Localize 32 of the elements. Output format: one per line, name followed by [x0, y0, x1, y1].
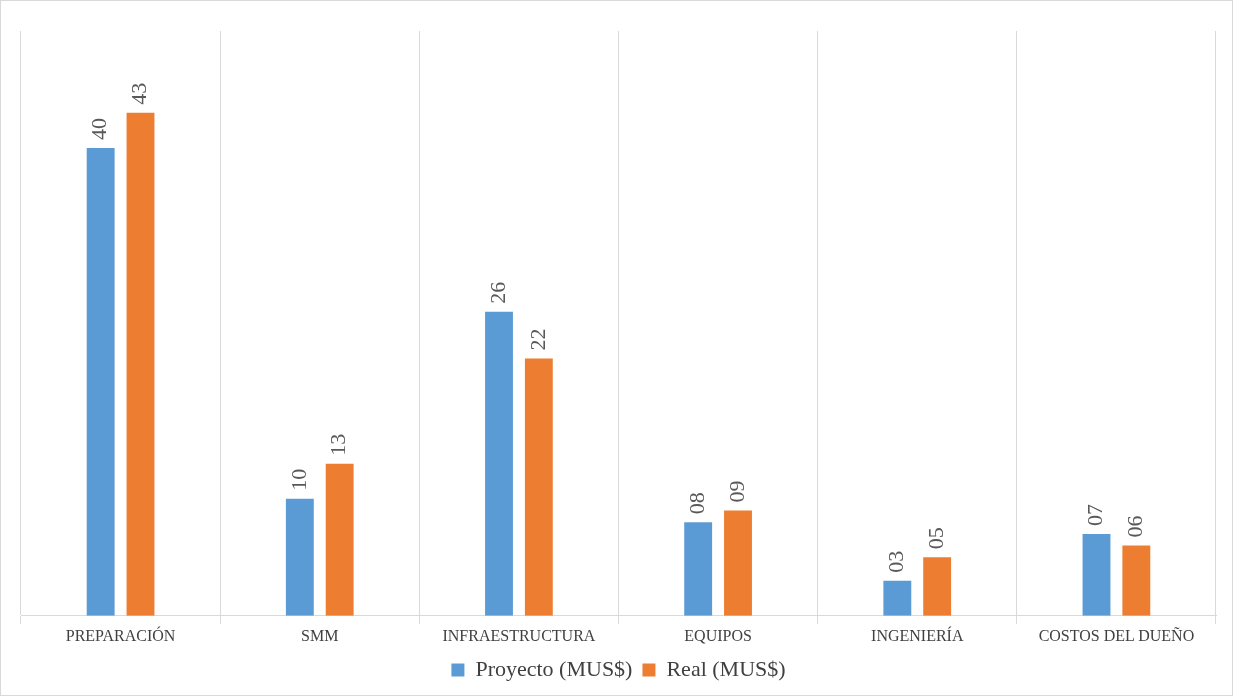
data-label: 10 [285, 468, 311, 491]
bar [86, 147, 115, 616]
data-label: 05 [922, 527, 948, 550]
bar [1122, 545, 1151, 616]
bar [325, 463, 354, 616]
data-label: 08 [683, 492, 709, 515]
legend-label: Real (MUS$) [666, 655, 786, 681]
bar [724, 510, 752, 616]
data-label: 03 [883, 550, 909, 573]
bar [923, 557, 952, 616]
data-label: 09 [723, 480, 749, 503]
x-tick-label: SMM [301, 626, 339, 644]
data-label: 40 [86, 117, 112, 140]
data-label: 13 [325, 433, 351, 456]
bar [1082, 533, 1111, 616]
data-label: 26 [484, 281, 510, 304]
x-tick-label: INGENIERÍA [871, 625, 964, 644]
x-tick-label: PREPARACIÓN [65, 625, 176, 644]
data-label: 22 [524, 328, 550, 351]
bar [485, 311, 513, 616]
data-label: 07 [1082, 503, 1108, 526]
x-tick-label: COSTOS DEL DUEÑO [1038, 626, 1195, 644]
legend-label: Proyecto (MUS$) [475, 655, 633, 681]
bar [126, 112, 155, 616]
x-tick-label: EQUIPOS [684, 626, 752, 644]
data-label: 43 [126, 82, 152, 105]
data-label: 06 [1122, 515, 1148, 538]
bar [285, 498, 314, 616]
x-tick-label: INFRAESTRUCTURA [442, 626, 596, 644]
bar [524, 358, 553, 616]
bar [883, 580, 912, 616]
bar [684, 522, 713, 616]
